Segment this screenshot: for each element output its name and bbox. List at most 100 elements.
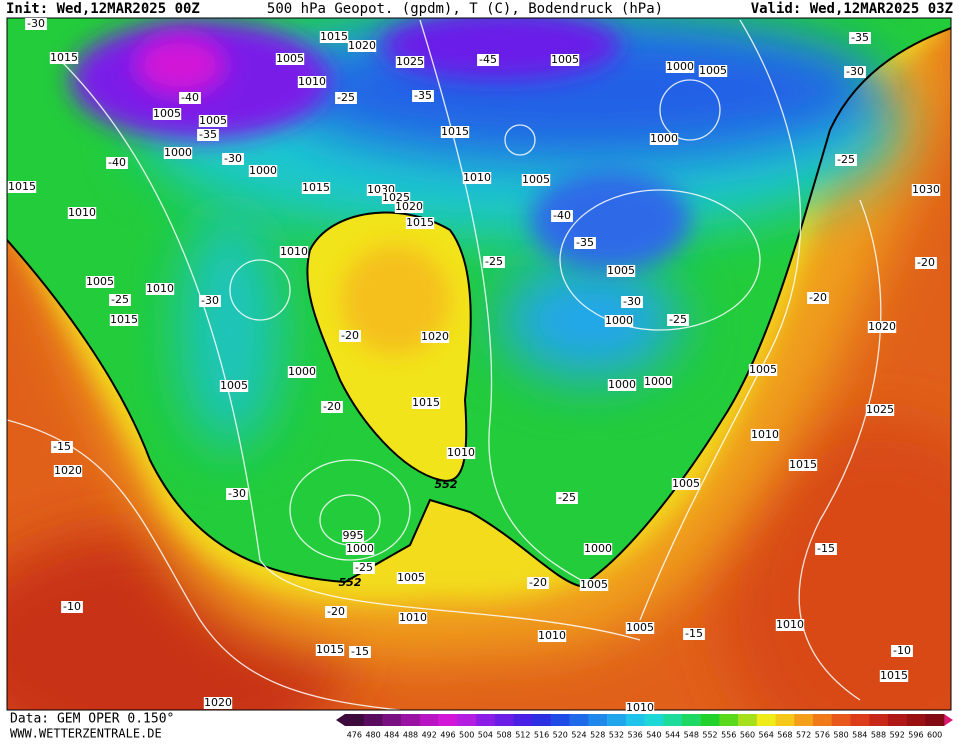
label-box (398, 612, 428, 624)
label-box (867, 321, 897, 333)
isobar-label: 1010 (146, 282, 174, 295)
colorbar-arrow (336, 714, 345, 726)
label-box (49, 52, 79, 64)
label-box (483, 256, 505, 268)
label-box (349, 646, 371, 658)
colorbar-label: 484 (384, 731, 399, 740)
colorbar-swatch (794, 714, 814, 726)
label-box (643, 376, 673, 388)
colorbar-label: 564 (759, 731, 774, 740)
label-box (556, 492, 578, 504)
isobar-label: -20 (323, 400, 341, 413)
colorbar-label: 480 (365, 731, 380, 740)
colorbar-swatch (906, 714, 926, 726)
label-box (179, 92, 201, 104)
isobar-label: 1015 (412, 396, 440, 409)
isobar-label: -20 (809, 291, 827, 304)
colorbar-swatch (663, 714, 683, 726)
colorbar-label: 524 (571, 731, 586, 740)
colorbar-label: 536 (628, 731, 643, 740)
label-box (412, 90, 434, 102)
isobar-label: 1015 (880, 669, 908, 682)
colorbar-swatch (363, 714, 383, 726)
isobar-label: 1015 (441, 125, 469, 138)
label-box (815, 543, 837, 555)
label-box (420, 331, 450, 343)
isobar-label: -45 (479, 53, 497, 66)
isobar-label: -30 (228, 487, 246, 500)
label-box (395, 56, 425, 68)
label-box (865, 404, 895, 416)
colorbar-swatch (625, 714, 645, 726)
label-box (396, 572, 426, 584)
label-box (248, 165, 278, 177)
isobar-label: -40 (181, 91, 199, 104)
isobar-label: -30 (201, 294, 219, 307)
isobar-label: -25 (558, 491, 576, 504)
colorbar-swatch (401, 714, 421, 726)
label-box (835, 154, 857, 166)
label-box (683, 628, 705, 640)
label-box (53, 465, 83, 477)
colorbar-label: 540 (646, 731, 661, 740)
label-box (849, 32, 871, 44)
label-box (911, 184, 941, 196)
isobar-label: -35 (576, 236, 594, 249)
colorbar-swatch (925, 714, 945, 726)
colorbar-swatch (457, 714, 477, 726)
label-box (750, 429, 780, 441)
isobar-label: 1000 (605, 314, 633, 327)
colorbar-swatch (775, 714, 795, 726)
colorbar-swatch (513, 714, 533, 726)
colorbar-swatch (494, 714, 514, 726)
map-field (7, 18, 951, 710)
isobar-label: 1005 (580, 578, 608, 591)
isobar-label: 1025 (396, 55, 424, 68)
isobar-label: 1005 (607, 264, 635, 277)
isobar-label: 1005 (276, 52, 304, 65)
isobar-label: 1010 (626, 701, 654, 714)
label-box (345, 543, 375, 555)
label-box (145, 283, 175, 295)
isobar-label: -15 (351, 645, 369, 658)
isobar-label: 1020 (421, 330, 449, 343)
isobar-label: 1000 (650, 132, 678, 145)
colorbar-label: 588 (871, 731, 886, 740)
label-box (321, 401, 343, 413)
colorbar-label: 488 (403, 731, 418, 740)
label-box (405, 217, 435, 229)
label-box (109, 294, 131, 306)
label-box (583, 543, 613, 555)
label-box (607, 379, 637, 391)
isobar-label: 1000 (666, 60, 694, 73)
isobar-label: -15 (53, 440, 71, 453)
isobar-label: 1005 (672, 477, 700, 490)
label-box (335, 92, 357, 104)
isobar-label: -20 (917, 256, 935, 269)
colorbar-label: 476 (347, 731, 362, 740)
label-box (915, 257, 937, 269)
colorbar-label: 500 (459, 731, 474, 740)
isobar-label: 1005 (220, 379, 248, 392)
label-box (7, 181, 37, 193)
isobar-label: -20 (327, 605, 345, 618)
label-box (844, 66, 866, 78)
label-box (604, 315, 634, 327)
label-box (521, 174, 551, 186)
colorbar-label: 544 (665, 731, 680, 740)
colorbar-swatch (738, 714, 758, 726)
label-box (579, 579, 609, 591)
isobar-label: 1030 (912, 183, 940, 196)
colorbar-label: 576 (815, 731, 830, 740)
label-box (807, 292, 829, 304)
label-box (287, 366, 317, 378)
colorbar-swatch (569, 714, 589, 726)
label-box (698, 65, 728, 77)
isobar-label: 1010 (463, 171, 491, 184)
label-box (51, 441, 73, 453)
isobar-label: 1010 (447, 446, 475, 459)
colorbar-label: 580 (833, 731, 848, 740)
label-box (222, 153, 244, 165)
isobar-label: -30 (623, 295, 641, 308)
